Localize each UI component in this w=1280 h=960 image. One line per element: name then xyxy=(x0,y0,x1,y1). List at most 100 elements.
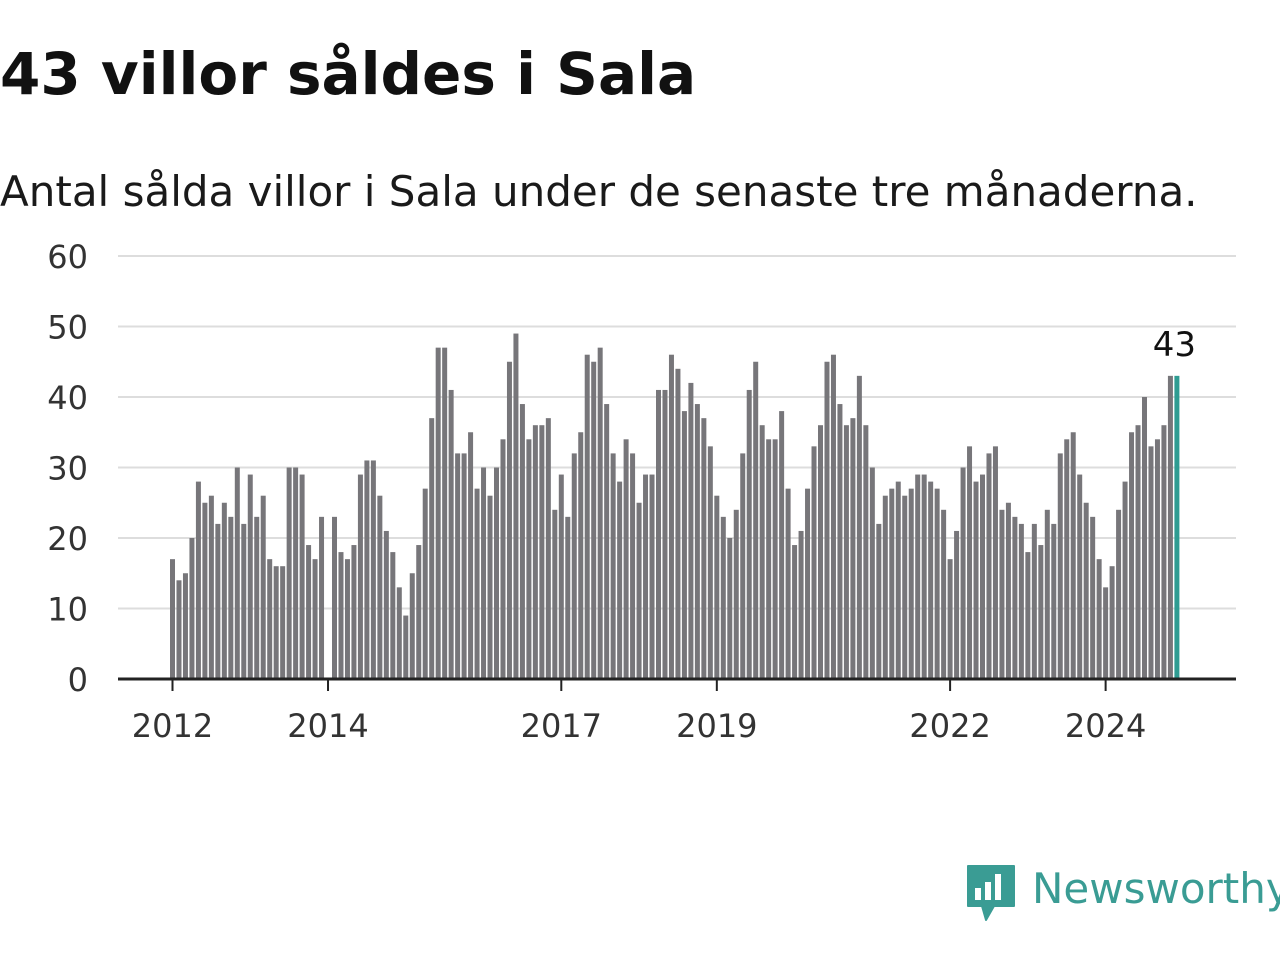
bar xyxy=(908,488,914,679)
bar xyxy=(895,481,901,679)
bar xyxy=(960,467,966,679)
bar xyxy=(1044,509,1050,679)
bar xyxy=(656,389,661,679)
bar xyxy=(1167,375,1173,679)
bar xyxy=(1038,545,1044,679)
chart-subtitle: Antal sålda villor i Sala under de senas… xyxy=(0,167,1198,216)
bar xyxy=(228,516,234,679)
bar xyxy=(403,615,409,679)
newsworthy-logo-icon xyxy=(967,865,1015,921)
bar xyxy=(694,404,700,679)
bar xyxy=(1064,439,1070,679)
bar xyxy=(422,488,428,679)
bar xyxy=(494,467,499,679)
bar xyxy=(740,453,746,679)
x-tick-label: 2019 xyxy=(676,707,757,745)
bar xyxy=(643,474,649,679)
bar xyxy=(1051,523,1057,679)
bar xyxy=(986,453,992,679)
bar xyxy=(688,382,694,679)
bar xyxy=(597,347,603,679)
bar xyxy=(623,439,629,679)
bar xyxy=(856,375,862,679)
bar xyxy=(357,474,363,679)
bar xyxy=(818,425,823,679)
bar xyxy=(869,467,875,679)
bar xyxy=(383,530,389,679)
chart-title: 43 villor såldes i Sala xyxy=(0,40,697,108)
bar xyxy=(351,545,357,679)
bar xyxy=(468,432,474,679)
bars xyxy=(170,333,1180,679)
bar xyxy=(837,404,843,679)
bar xyxy=(1077,474,1083,679)
bar xyxy=(293,467,299,679)
bar xyxy=(189,538,195,679)
x-tick-label: 2024 xyxy=(1065,707,1146,745)
bar xyxy=(1090,516,1096,679)
bar xyxy=(487,495,493,679)
bar xyxy=(364,460,370,679)
bar xyxy=(565,516,571,679)
bar xyxy=(1018,523,1024,679)
bar xyxy=(766,439,772,679)
y-tick-label: 50 xyxy=(47,309,88,347)
bar xyxy=(876,523,882,679)
bar xyxy=(506,361,512,679)
bar-chart: 0 10 20 30 40 50 60 2012 2014 2017 2019 2022 2024 4… xyxy=(47,238,1236,745)
bar xyxy=(727,538,733,679)
bar xyxy=(934,488,940,679)
bar xyxy=(461,453,467,679)
bar xyxy=(332,516,337,679)
bar xyxy=(370,460,376,679)
bar xyxy=(195,481,201,679)
bar xyxy=(1129,432,1135,679)
bar xyxy=(999,509,1005,679)
bar xyxy=(701,418,707,679)
y-tick-label: 10 xyxy=(47,591,88,629)
bar xyxy=(617,481,623,679)
bar xyxy=(215,523,221,679)
bar xyxy=(481,467,487,679)
bar xyxy=(636,502,642,679)
bar xyxy=(247,474,253,679)
bar xyxy=(675,368,681,679)
bar xyxy=(500,439,506,679)
bar xyxy=(513,333,519,679)
bar xyxy=(1109,566,1115,679)
bar xyxy=(992,446,998,679)
bar xyxy=(798,530,804,679)
bar xyxy=(584,354,590,679)
bar xyxy=(662,389,668,679)
bar xyxy=(241,523,247,679)
bar xyxy=(344,559,350,679)
x-axis: 2012 2014 2017 2019 2022 2024 xyxy=(118,677,1236,745)
bar xyxy=(604,404,610,679)
bar xyxy=(1122,481,1128,679)
bar xyxy=(429,418,435,679)
bar xyxy=(338,552,344,679)
bar xyxy=(221,502,227,679)
y-tick-label: 30 xyxy=(47,450,88,488)
bar xyxy=(1148,446,1154,679)
bar xyxy=(967,446,973,679)
bar xyxy=(980,474,985,679)
bar xyxy=(668,354,674,679)
bar xyxy=(649,474,655,679)
x-tick-label: 2017 xyxy=(521,707,602,745)
bar xyxy=(306,545,312,679)
bar xyxy=(176,580,182,679)
bar xyxy=(267,559,273,679)
bar xyxy=(182,573,188,679)
bar xyxy=(286,467,292,679)
bar xyxy=(571,453,577,679)
x-tick-label: 2022 xyxy=(909,707,990,745)
bar xyxy=(390,552,396,679)
bar xyxy=(448,389,454,679)
y-tick-label: 0 xyxy=(68,661,88,699)
bar xyxy=(928,481,934,679)
bar xyxy=(830,354,836,679)
bar xyxy=(455,453,461,679)
bar xyxy=(947,559,953,679)
bar xyxy=(630,453,636,679)
